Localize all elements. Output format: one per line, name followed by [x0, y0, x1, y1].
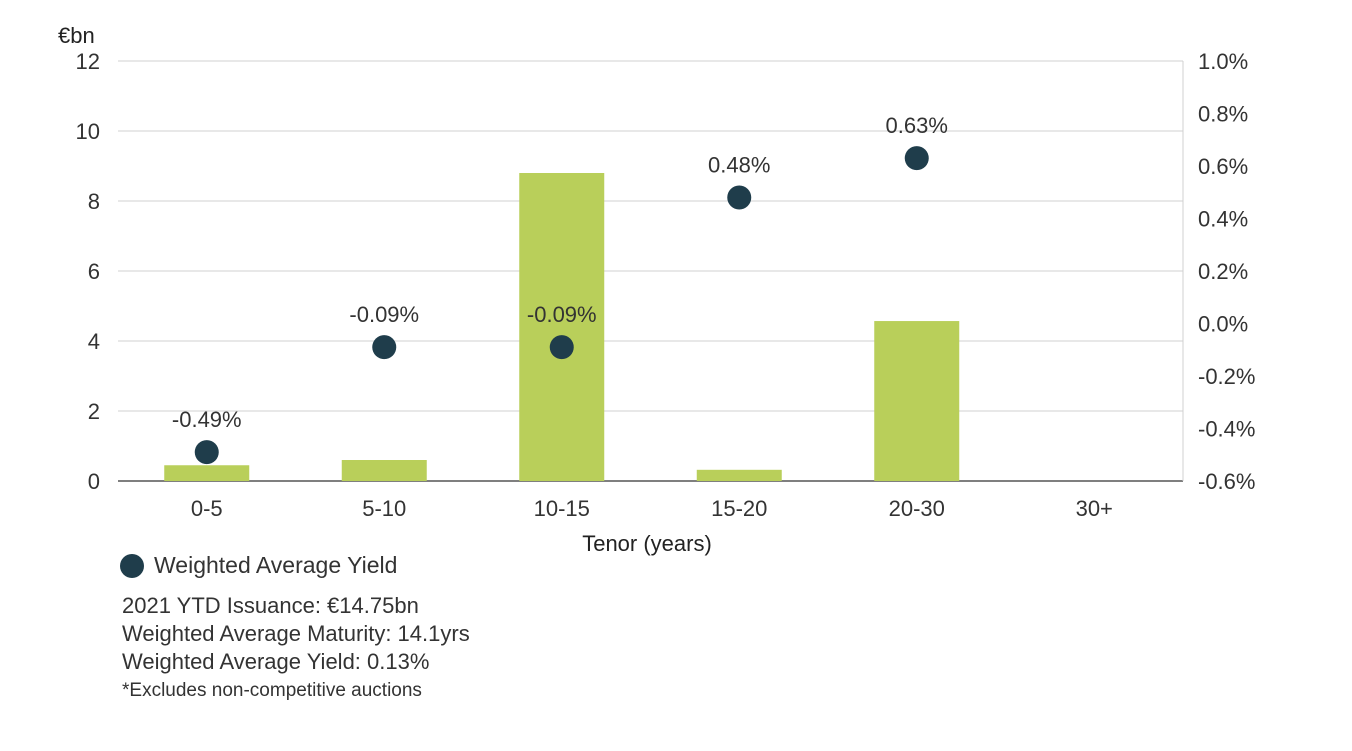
yield-label-15-20: 0.48%	[708, 153, 770, 178]
note-yield: Weighted Average Yield: 0.13%	[122, 649, 430, 674]
yield-point-20-30	[904, 146, 929, 171]
legend: Weighted Average Yield	[120, 552, 397, 579]
yield-point-10-15	[549, 335, 574, 360]
bar-15-20	[696, 469, 782, 481]
yield-point-0-5	[194, 440, 219, 465]
yield-label-20-30: 0.63%	[886, 113, 948, 138]
right-tick-label: 0.4%	[1198, 207, 1248, 232]
chart: -0.49% -0.09% -0.09% 0.48% 0.63% 0 2 4 6 8 10 12 -…	[58, 23, 1255, 556]
yield-label-5-10: -0.09%	[349, 302, 419, 327]
x-tick-label: 0-5	[191, 496, 223, 521]
yield-label-10-15: -0.09%	[527, 302, 597, 327]
summary-notes: 2021 YTD Issuance: €14.75bn Weighted Ave…	[122, 592, 470, 706]
bar-10-15	[519, 173, 605, 481]
legend-marker-dot	[120, 553, 144, 578]
right-tick-label: 0.2%	[1198, 259, 1248, 284]
note-issuance: 2021 YTD Issuance: €14.75bn	[122, 593, 419, 618]
yield-label-0-5: -0.49%	[172, 407, 242, 432]
right-tick-label: 0.8%	[1198, 102, 1248, 127]
bar-5-10	[341, 460, 427, 481]
footnote: *Excludes non-competitive auctions	[122, 680, 422, 701]
left-tick-label: 4	[88, 329, 100, 354]
x-tick-label: 5-10	[362, 496, 406, 521]
left-tick-label: 0	[88, 469, 100, 494]
x-axis-ticks: 0-5 5-10 10-15 15-20 20-30 30+	[191, 496, 1113, 521]
left-tick-label: 12	[76, 49, 100, 74]
x-tick-label: 10-15	[534, 496, 590, 521]
legend-label: Weighted Average Yield	[154, 552, 398, 578]
left-tick-label: 8	[88, 189, 100, 214]
yield-point-15-20	[727, 185, 752, 210]
right-tick-label: 0.0%	[1198, 312, 1248, 337]
gridlines	[118, 60, 1184, 482]
bar-20-30	[874, 321, 960, 481]
left-axis-unit-label: €bn	[58, 23, 95, 48]
right-tick-label: -0.6%	[1198, 469, 1255, 494]
right-axis-ticks: -0.6% -0.4% -0.2% 0.0% 0.2% 0.4% 0.6% 0.8% 1.0%	[1198, 49, 1255, 494]
bars	[164, 173, 960, 481]
left-tick-label: 10	[76, 119, 100, 144]
bar-0-5	[164, 465, 250, 481]
left-tick-label: 2	[88, 399, 100, 424]
x-tick-label: 15-20	[711, 496, 767, 521]
yield-points	[194, 146, 929, 465]
right-tick-label: 1.0%	[1198, 49, 1248, 74]
note-maturity: Weighted Average Maturity: 14.1yrs	[122, 621, 470, 646]
left-tick-label: 6	[88, 259, 100, 284]
x-tick-label: 30+	[1076, 496, 1113, 521]
right-tick-label: -0.4%	[1198, 417, 1255, 442]
x-tick-label: 20-30	[889, 496, 945, 521]
x-axis-title: Tenor (years)	[582, 531, 712, 556]
right-tick-label: 0.6%	[1198, 154, 1248, 179]
data-labels: -0.49% -0.09% -0.09% 0.48% 0.63%	[172, 113, 948, 432]
right-tick-label: -0.2%	[1198, 364, 1255, 389]
left-axis-ticks: 0 2 4 6 8 10 12	[76, 49, 100, 494]
yield-point-5-10	[372, 335, 397, 360]
